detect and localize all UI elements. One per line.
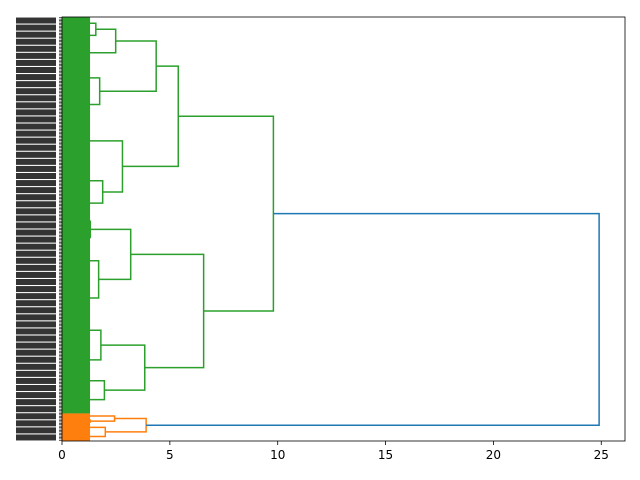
- leaf-label-block: [16, 385, 56, 391]
- dendrogram-link: [81, 28, 117, 54]
- leaf-label-block: [16, 427, 56, 434]
- x-tick-label: 0: [58, 448, 66, 462]
- leaf-label-block: [16, 307, 56, 314]
- leaf-label-block: [16, 24, 56, 31]
- leaf-label-block: [16, 208, 56, 215]
- leaf-label-block: [16, 229, 56, 236]
- leaf-label-block: [16, 314, 56, 321]
- leaf-label-block: [16, 194, 56, 201]
- leaf-label-block: [16, 356, 56, 363]
- leaf-label-block: [16, 59, 56, 66]
- leaf-label-block: [16, 31, 56, 38]
- leaf-label-block: [16, 342, 56, 349]
- dendrogram-link: [130, 253, 205, 369]
- leaf-label-block: [16, 116, 56, 123]
- leaf-label-block: [16, 137, 56, 144]
- leaf-label-block: [16, 335, 56, 342]
- leaf-label-block: [16, 130, 56, 137]
- leaf-label-block: [16, 102, 56, 109]
- dendrogram-link: [99, 40, 157, 92]
- leaf-label-block: [16, 88, 56, 95]
- plot-background: [62, 17, 625, 441]
- leaf-label-block: [16, 52, 56, 59]
- leaf-label-block: [16, 180, 56, 187]
- leaf-label-block: [16, 250, 56, 257]
- leaf-label-block: [16, 123, 56, 130]
- leaf-label-block: [16, 413, 56, 420]
- x-tick-label: 15: [378, 448, 393, 462]
- leaf-label-block: [16, 74, 56, 81]
- leaf-label-block: [16, 17, 56, 24]
- leaf-label-block: [16, 173, 56, 179]
- leaf-label-block: [16, 399, 56, 406]
- leaf-label-block: [16, 81, 56, 88]
- leaf-label-block: [16, 215, 56, 222]
- leaf-label-block: [16, 257, 56, 264]
- leaf-label-block: [16, 420, 56, 427]
- dendrogram-link: [146, 212, 600, 426]
- leaf-label-block: [16, 279, 56, 285]
- leaf-label-block: [16, 158, 56, 165]
- leaf-label-block: [16, 165, 56, 172]
- dendrogram-link: [85, 379, 106, 401]
- leaf-label-block: [16, 151, 56, 158]
- leaf-label-block: [16, 95, 56, 102]
- leaf-label-block: [16, 187, 56, 194]
- leaf-label-block: [16, 363, 56, 370]
- leaf-label-block: [16, 144, 56, 151]
- leaf-label-block: [16, 370, 56, 377]
- leaf-band: [62, 413, 91, 441]
- x-tick-label: 5: [166, 448, 174, 462]
- leaf-label-block: [16, 293, 56, 300]
- leaf-label-block: [16, 38, 56, 45]
- leaf-label-block: [16, 406, 56, 413]
- leaf-label-block: [16, 377, 56, 384]
- leaf-label-block: [16, 271, 56, 278]
- leaf-label-block: [16, 264, 56, 271]
- dendrogram-link: [105, 417, 147, 433]
- leaf-label-block: [16, 243, 56, 250]
- leaf-label-block: [16, 67, 56, 73]
- leaf-band: [62, 17, 91, 414]
- x-axis-ticks: 0 5 10 15 20 25: [58, 441, 609, 462]
- leaf-label-block: [16, 45, 56, 52]
- x-tick-label: 20: [486, 448, 501, 462]
- leaf-label-block: [16, 349, 56, 356]
- leaf-label-block: [16, 236, 56, 243]
- dendrogram-links: [62, 17, 600, 442]
- leaf-label-block: [16, 286, 56, 293]
- leaf-label-block: [16, 328, 56, 335]
- dendrogram-link: [85, 415, 116, 422]
- x-tick-label: 10: [270, 448, 285, 462]
- leaf-label-block: [16, 109, 56, 116]
- leaf-label-block: [16, 392, 56, 399]
- leaf-label-block: [16, 222, 56, 229]
- leaf-label-block: [16, 321, 56, 328]
- leaf-labels: [16, 17, 62, 441]
- leaf-label-block: [16, 300, 56, 307]
- leaf-label-block: [16, 201, 56, 208]
- dendrogram-link: [122, 65, 180, 168]
- leaf-label-block: [16, 434, 56, 441]
- plot-frame: [61, 16, 626, 442]
- x-tick-label: 25: [594, 448, 609, 462]
